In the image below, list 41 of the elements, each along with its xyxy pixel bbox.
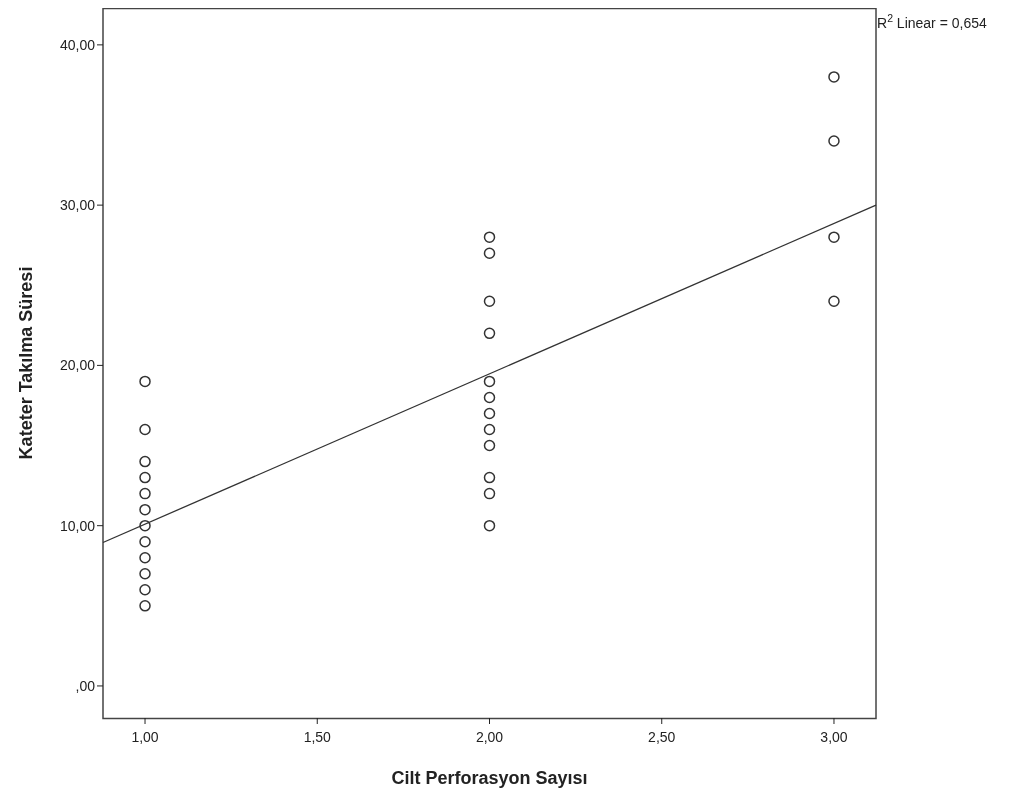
y-tick-label: 10,00 <box>59 517 96 534</box>
point <box>139 519 151 532</box>
point <box>139 471 151 484</box>
y-tick-label: 40,00 <box>59 36 96 53</box>
y-tick-label: 30,00 <box>59 197 96 214</box>
x-axis-title: Cilt Perforasyon Sayısı <box>391 768 588 788</box>
x-tick-label: 2,00 <box>475 729 504 745</box>
point <box>483 295 496 308</box>
y-tick-label: 20,00 <box>59 357 96 374</box>
point <box>483 327 496 340</box>
x-tick-label: 2,50 <box>648 729 676 745</box>
point <box>139 584 151 596</box>
x-tick-label: 1,50 <box>303 729 332 745</box>
point <box>483 231 496 243</box>
point <box>828 135 840 147</box>
x-tick-label: 3,00 <box>820 729 848 745</box>
point <box>828 231 840 243</box>
point <box>139 503 151 516</box>
point <box>139 455 151 468</box>
y-axis-title: Kateter Takılma Süresi <box>16 266 36 460</box>
point <box>483 247 496 259</box>
point <box>483 519 496 532</box>
point <box>483 439 496 452</box>
point <box>139 375 151 388</box>
y-tick-label: ,00 <box>75 677 96 694</box>
point <box>139 423 151 436</box>
point <box>139 535 151 548</box>
point <box>483 471 496 484</box>
text: R$^{2}$ Linear = 0,654 <box>877 12 987 31</box>
point <box>483 375 496 388</box>
point <box>483 423 496 436</box>
point <box>828 295 840 308</box>
point <box>483 407 496 420</box>
point <box>139 551 151 564</box>
x-tick-label: 1,00 <box>131 729 159 745</box>
point <box>139 568 151 580</box>
point <box>139 600 151 612</box>
point <box>828 71 840 83</box>
point <box>483 487 496 500</box>
point <box>483 391 496 404</box>
point <box>139 487 151 500</box>
